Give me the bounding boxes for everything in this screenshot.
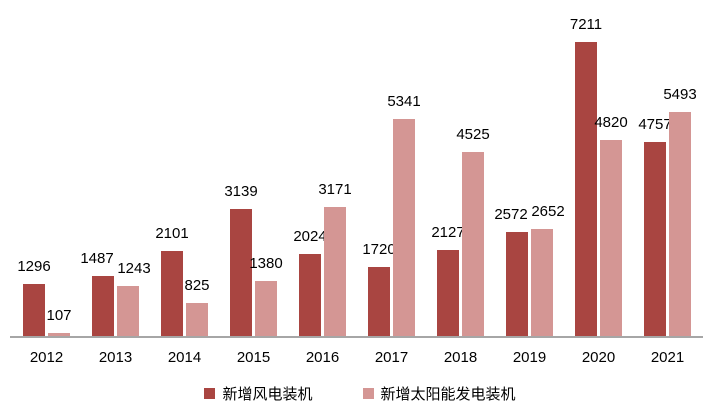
wind-bar: [299, 254, 321, 337]
x-tick-label: 2013: [98, 349, 133, 366]
wind-value-label: 3139: [224, 182, 258, 200]
solar-bar: [48, 332, 70, 337]
wind-bar: [644, 142, 666, 337]
wind-bar: [230, 208, 252, 337]
solar-value-label: 1243: [117, 260, 151, 278]
solar-value-label: 3171: [318, 181, 352, 199]
solar-value-label: 825: [184, 277, 210, 295]
wind-value-label: 2127: [431, 224, 465, 241]
x-tick-label: 2015: [236, 349, 271, 366]
wind-bar: [575, 42, 597, 337]
solar-value-label: 107: [46, 306, 72, 324]
solar-bar: [600, 139, 622, 337]
x-axis-line: [10, 336, 703, 338]
x-tick-label: 2017: [374, 349, 409, 366]
solar-bar: [669, 112, 691, 337]
solar-value-label: 1380: [249, 254, 283, 272]
wind-bar: [23, 284, 45, 337]
wind-series-label: 新增风电装机: [222, 386, 313, 403]
legend: 新增风电装机 新增太阳能发电装机: [0, 383, 720, 404]
solar-bar: [531, 228, 553, 337]
wind-value-label: 7211: [569, 16, 603, 33]
wind-value-label: 1487: [80, 250, 114, 268]
x-tick-label: 2014: [167, 349, 202, 366]
wind-bar: [161, 251, 183, 337]
wind-value-label: 1296: [17, 258, 51, 275]
wind-value-label: 2024: [293, 228, 327, 246]
x-tick-label: 2021: [650, 349, 685, 366]
solar-value-label: 5341: [387, 92, 421, 110]
solar-value-label: 2652: [531, 202, 565, 220]
solar-value-label: 4525: [456, 125, 490, 143]
wind-value-label: 2572: [494, 205, 528, 223]
x-tick-label: 2016: [305, 349, 340, 366]
wind-value-label: 4757: [638, 116, 672, 134]
solar-bar: [255, 280, 277, 337]
wind-value-label: 2101: [155, 225, 189, 242]
solar-series-swatch: [362, 388, 374, 399]
wind-bar: [437, 250, 459, 337]
wind-value-label: 1720: [362, 240, 396, 258]
x-tick-label: 2018: [443, 349, 478, 366]
solar-series-label: 新增太阳能发电装机: [380, 386, 516, 403]
solar-bar: [186, 303, 208, 337]
wind-bar: [368, 266, 390, 337]
solar-bar: [393, 118, 415, 337]
x-tick-label: 2012: [29, 349, 64, 366]
wind-bar: [506, 231, 528, 337]
legend-item-wind: 新增风电装机: [204, 383, 313, 404]
x-tick-label: 2019: [512, 349, 547, 366]
solar-bar: [117, 286, 139, 337]
wind-series-swatch: [204, 388, 216, 399]
x-tick-label: 2020: [581, 349, 616, 366]
wind-bar: [92, 276, 114, 337]
solar-value-label: 5493: [663, 86, 697, 104]
solar-bar: [324, 207, 346, 337]
solar-bar: [462, 151, 484, 337]
legend-item-solar: 新增太阳能发电装机: [362, 383, 516, 404]
solar-value-label: 4820: [594, 113, 628, 131]
